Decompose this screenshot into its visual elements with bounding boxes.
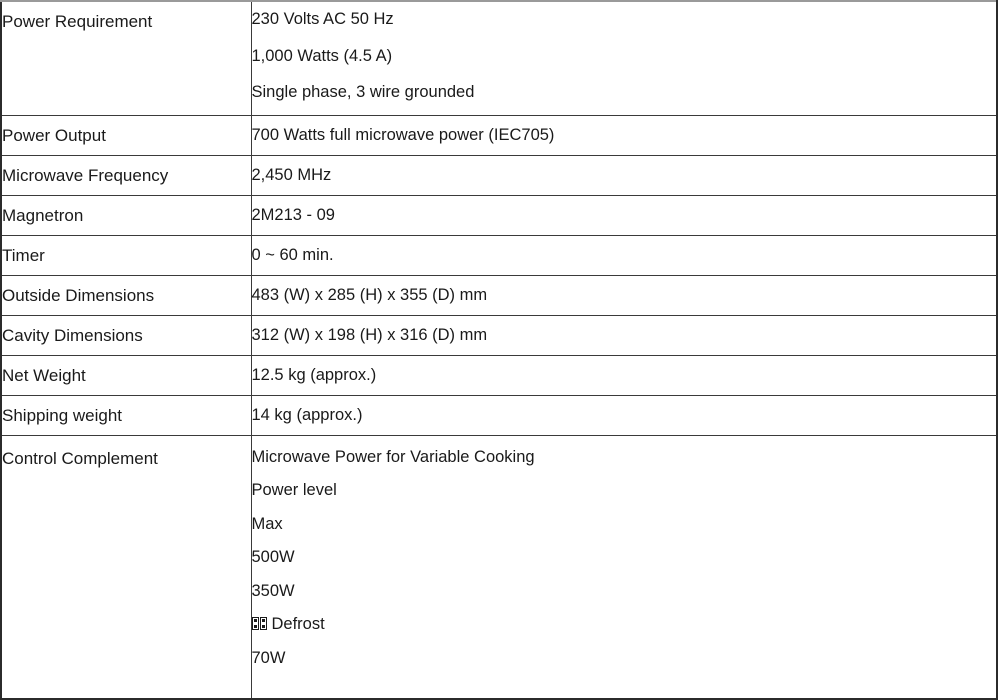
table-row: Control Complement Microwave Power for V… (0, 434, 998, 700)
value-line: 1,000 Watts (4.5 A) (251, 46, 393, 65)
table-row: Cavity Dimensions 312 (W) x 198 (H) x 31… (0, 314, 998, 356)
spec-value-shipping-weight: 14 kg (approx.) (250, 394, 998, 436)
missing-glyph-icon (251, 616, 268, 630)
spec-value-magnetron: 2M213 - 09 (250, 194, 998, 236)
spec-label-control-complement: Control Complement (0, 434, 252, 700)
spec-label-outside-dimensions: Outside Dimensions (0, 274, 252, 316)
spec-label-cavity-dimensions: Cavity Dimensions (0, 314, 252, 356)
spec-value-control-complement: Microwave Power for Variable Cooking Pow… (250, 434, 998, 700)
spec-value-power-requirement: 230 Volts AC 50 Hz 1,000 Watts (4.5 A) S… (250, 0, 998, 116)
table-row: Power Requirement 230 Volts AC 50 Hz 1,0… (0, 0, 998, 116)
spec-value-timer: 0 ~ 60 min. (250, 234, 998, 276)
table-row: Net Weight 12.5 kg (approx.) (0, 354, 998, 396)
value-line-group: Microwave Power for Variable Cooking Pow… (251, 447, 997, 667)
spec-label-power-requirement: Power Requirement (0, 0, 252, 116)
table-row: Microwave Frequency 2,450 MHz (0, 154, 998, 196)
table-row: Magnetron 2M213 - 09 (0, 194, 998, 236)
spec-label-power-output: Power Output (0, 114, 252, 156)
table-row: Power Output 700 Watts full microwave po… (0, 114, 998, 156)
table-row: Shipping weight 14 kg (approx.) (0, 394, 998, 436)
value-line-defrost: Defrost (251, 615, 997, 633)
spec-value-net-weight: 12.5 kg (approx.) (250, 354, 998, 396)
value-line: 230 Volts AC 50 Hz (251, 10, 394, 28)
spec-label-net-weight: Net Weight (0, 354, 252, 396)
table-row: Timer 0 ~ 60 min. (0, 234, 998, 276)
spec-value-cavity-dimensions: 312 (W) x 198 (H) x 316 (D) mm (250, 314, 998, 356)
value-line: Single phase, 3 wire grounded (251, 83, 475, 101)
table-row: Outside Dimensions 483 (W) x 285 (H) x 3… (0, 274, 998, 316)
spec-label-magnetron: Magnetron (0, 194, 252, 236)
spec-value-power-output: 700 Watts full microwave power (IEC705) (250, 114, 998, 156)
value-line: 500W (251, 548, 295, 566)
value-line: Power level (251, 481, 337, 499)
value-line: 70W (251, 648, 286, 667)
spec-label-shipping-weight: Shipping weight (0, 394, 252, 436)
spec-value-microwave-frequency: 2,450 MHz (250, 154, 998, 196)
value-line-group: 230 Volts AC 50 Hz 1,000 Watts (4.5 A) S… (252, 11, 997, 101)
value-line: Microwave Power for Variable Cooking (251, 447, 535, 466)
spec-value-outside-dimensions: 483 (W) x 285 (H) x 355 (D) mm (250, 274, 998, 316)
spec-label-timer: Timer (0, 234, 252, 276)
value-line: 350W (251, 581, 295, 600)
value-line: Max (251, 514, 283, 533)
defrost-label: Defrost (271, 615, 325, 633)
spec-label-microwave-frequency: Microwave Frequency (0, 154, 252, 196)
